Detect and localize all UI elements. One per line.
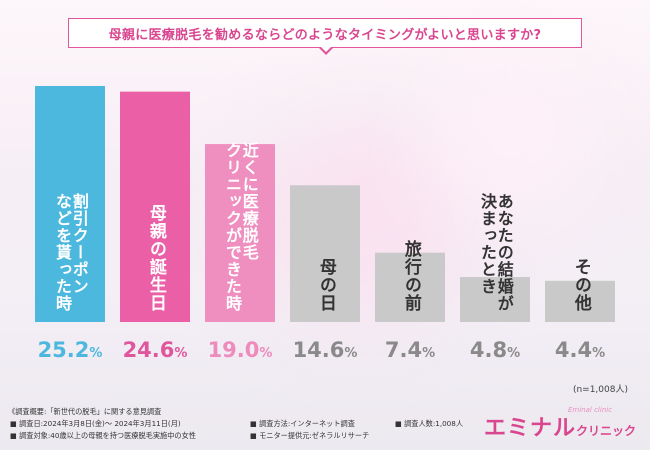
logo-main: エミナル <box>484 416 577 441</box>
bar-2 <box>120 91 190 322</box>
bar-label-1: 割引クーポン などを貰った時 <box>52 193 89 312</box>
survey-provider: ■ モニター提供元:ゼネラルリサーチ <box>250 431 370 440</box>
bar-5 <box>375 252 445 322</box>
survey-method: ■ 調査方法:インターネット調査 <box>250 419 355 428</box>
value-label-2: 24.6% <box>123 338 188 362</box>
bar-label-5: 旅行の前 <box>400 240 421 312</box>
bar-1 <box>35 86 105 322</box>
bar-label-3: 近くに医療脱毛 クリニックができた時 <box>222 142 259 312</box>
bar-4 <box>290 185 360 322</box>
bar-label-2: 母親の誕生日 <box>145 204 166 312</box>
clinic-logo: Eminal clinic エミナルクリニック <box>484 406 637 442</box>
bar-7 <box>545 280 615 322</box>
bar-label-6: あなたの結婚が 決まったとき <box>477 193 514 312</box>
logo-english: Eminal clinic <box>568 406 613 414</box>
background-glow <box>430 60 590 220</box>
bar-label-7: その他 <box>570 258 591 312</box>
value-label-5: 7.4% <box>385 338 435 362</box>
title-pointer-inner <box>320 46 332 52</box>
survey-period: ■ 調査日:2024年3月8日(金)〜 2024年3月11日(月) <box>10 419 181 428</box>
value-label-6: 4.8% <box>470 338 520 362</box>
bar-6 <box>460 277 530 322</box>
sample-size-note: (n=1,008人) <box>572 385 628 395</box>
bar-label-4: 母の日 <box>315 258 336 312</box>
value-label-7: 4.4% <box>555 338 605 362</box>
value-label-1: 25.2% <box>38 338 103 362</box>
logo-sub: クリニック <box>576 424 637 438</box>
survey-count: ■ 調査人数:1,008人 <box>395 419 464 428</box>
survey-target: ■ 調査対象:40歳以上の母親を持つ医療脱毛実施中の女性 <box>10 431 196 440</box>
value-label-4: 14.6% <box>293 338 358 362</box>
survey-overview: 《調査概要:「新世代の脱毛」に関する意見調査 <box>8 407 162 416</box>
value-label-3: 19.0% <box>208 338 273 362</box>
bar-3 <box>205 144 275 322</box>
